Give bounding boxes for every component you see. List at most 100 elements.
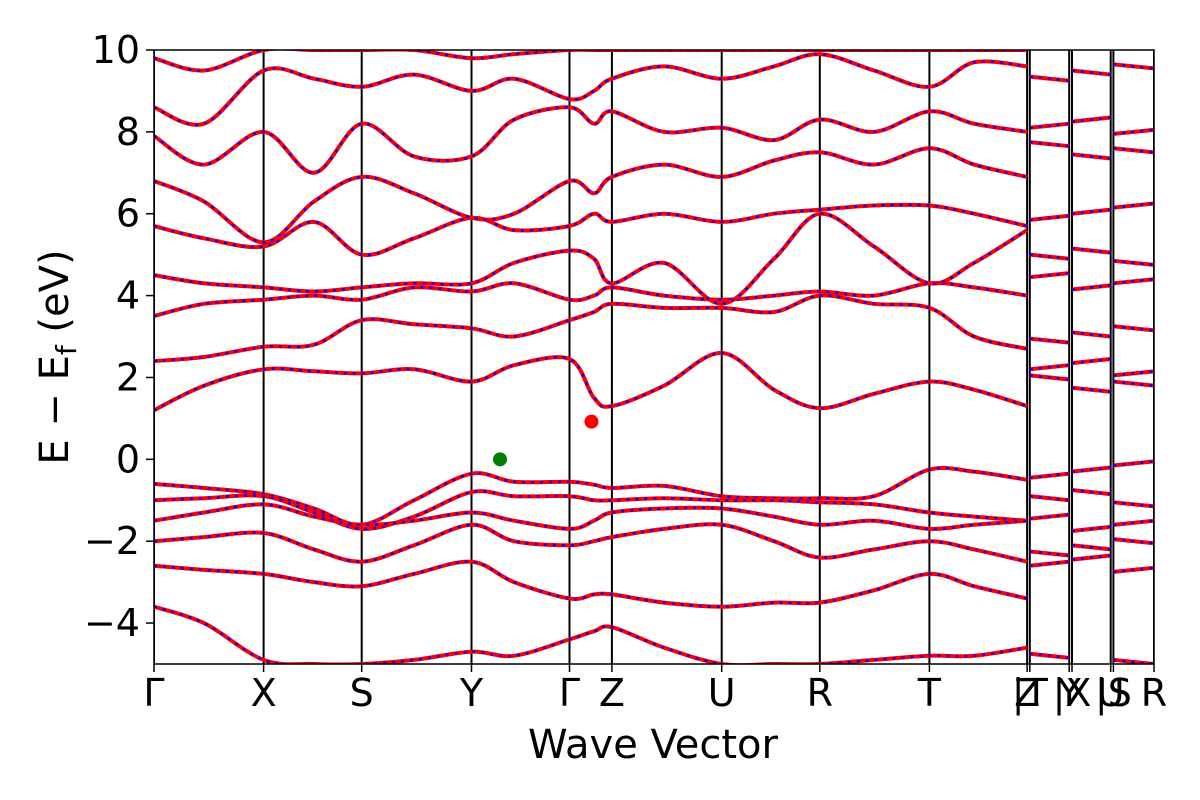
band-stub-blue	[1071, 69, 1111, 76]
y-tick-label: 0	[116, 437, 140, 481]
plot-area	[154, 50, 1154, 670]
x-tick-label: T	[917, 671, 942, 715]
band-stub-blue	[1113, 63, 1154, 70]
y-tick-label: 2	[116, 355, 140, 399]
band-stub-blue	[1029, 513, 1070, 520]
band-stub-blue	[1029, 214, 1070, 222]
band-stub-blue	[1071, 386, 1111, 394]
band-line-blue-dotted	[154, 203, 1028, 257]
band-line-blue-dotted	[154, 146, 1028, 244]
x-axis-ticks: Γ X S Y Γ Z U R T Z|T Y|X U|S R	[143, 664, 1167, 716]
band-stub-blue	[1113, 658, 1154, 664]
y-tick-label: 10	[92, 28, 140, 72]
band-stub-blue	[1071, 466, 1111, 473]
band-line-blue-dotted	[154, 52, 1028, 127]
band-line-red	[154, 350, 1028, 412]
y-tick-label: 8	[116, 110, 140, 154]
band-stub-blue	[1071, 525, 1111, 533]
y-axis-title-subscript: f	[50, 344, 83, 355]
band-stub-blue	[1029, 363, 1070, 371]
band-line-blue-dotted	[154, 294, 1028, 363]
band-line-red	[154, 465, 1028, 527]
y-axis-ticks: 10 8 6 4 2 0 −2 −4	[84, 28, 154, 645]
band-stub-blue	[1029, 337, 1070, 344]
band-edge-marker	[584, 414, 599, 429]
y-tick-label: −4	[84, 601, 140, 645]
band-line-red	[154, 146, 1028, 245]
band-line-blue-dotted	[154, 212, 1028, 306]
x-tick-label: |T	[1012, 671, 1049, 716]
band-stub-blue	[1029, 75, 1070, 82]
x-tick-label: Y	[459, 671, 484, 715]
y-tick-label: 4	[116, 274, 140, 318]
band-line-blue-dotted	[154, 489, 1028, 531]
band-stub-blue	[1029, 253, 1070, 261]
band-stub-blue	[1113, 380, 1154, 387]
x-tick-label: Y	[1057, 671, 1082, 715]
y-tick-label: −2	[84, 519, 140, 563]
band-stub-blue	[1071, 116, 1111, 123]
x-tick-label: S	[350, 671, 374, 715]
x-tick-label: Γ	[143, 671, 164, 715]
band-stub-blue	[1071, 554, 1111, 561]
band-stub-blue	[1029, 374, 1070, 381]
band-stub-blue	[1113, 202, 1154, 209]
y-tick-label: 6	[116, 192, 140, 236]
band-stub-blue	[1071, 247, 1111, 254]
band-stub-blue	[1113, 277, 1154, 285]
band-stub-blue	[1029, 122, 1070, 130]
band-stub-blue	[1029, 652, 1070, 660]
band-stub-blue	[1029, 472, 1070, 479]
band-stub-blue	[1072, 666, 1111, 670]
x-tick-label: Z	[599, 671, 625, 715]
x-axis-title: Wave Vector	[528, 722, 779, 768]
x-tick-label: X	[251, 671, 277, 715]
band-stub-blue	[1071, 331, 1111, 338]
band-stub-blue	[1113, 566, 1154, 574]
x-tick-label: R	[807, 671, 833, 715]
band-stub-blue	[1071, 488, 1111, 496]
band-stub-blue	[1029, 494, 1070, 502]
band-stub-blue	[1029, 271, 1070, 279]
x-tick-label: U	[1097, 671, 1125, 715]
band-line-blue-dotted	[154, 523, 1028, 563]
band-line-red	[154, 50, 1028, 73]
band-stub-blue	[1113, 460, 1154, 467]
band-stub-blue	[1071, 153, 1111, 160]
band-line-blue-dotted	[154, 503, 1028, 531]
band-stub-blue	[1113, 325, 1154, 332]
band-line-blue-dotted	[154, 106, 1028, 175]
band-stub-blue	[1113, 128, 1154, 136]
band-line-blue-dotted	[154, 351, 1028, 412]
band-stub-blue	[1071, 544, 1111, 551]
band-stub-blue	[1113, 259, 1154, 267]
band-line-blue-dotted	[154, 466, 1028, 527]
band-edge-marker	[493, 452, 507, 467]
band-line-blue-dotted	[154, 560, 1028, 608]
band-stub-blue	[1071, 357, 1111, 365]
band-line-red	[154, 52, 1028, 127]
band-stub-blue	[1029, 550, 1070, 557]
band-stub-blue	[1113, 537, 1154, 545]
band-line-blue-dotted	[154, 281, 1028, 318]
band-stub-blue	[1113, 501, 1154, 508]
band-stub-blue	[1029, 140, 1070, 148]
x-tick-label: |X	[1053, 671, 1092, 716]
band-line-red	[154, 604, 1028, 664]
band-stub-blue	[1113, 146, 1154, 154]
x-tick-label: Γ	[559, 671, 580, 715]
band-stub-blue	[1071, 284, 1111, 291]
band-stub-red	[1072, 666, 1111, 670]
band-line-red	[154, 293, 1028, 364]
band-stub-blue	[1113, 519, 1154, 527]
x-tick-label: Z	[1014, 671, 1040, 715]
x-tick-label: R	[1141, 671, 1167, 715]
band-stub-blue	[1113, 370, 1154, 377]
y-axis-title-unit: (eV)	[32, 249, 78, 345]
band-line-red	[154, 105, 1028, 175]
band-stub-blue	[1071, 208, 1111, 215]
x-tick-label: U	[708, 671, 736, 715]
y-axis-title: E − Ef (eV)	[32, 249, 83, 464]
band-stub-blue	[1029, 560, 1070, 568]
